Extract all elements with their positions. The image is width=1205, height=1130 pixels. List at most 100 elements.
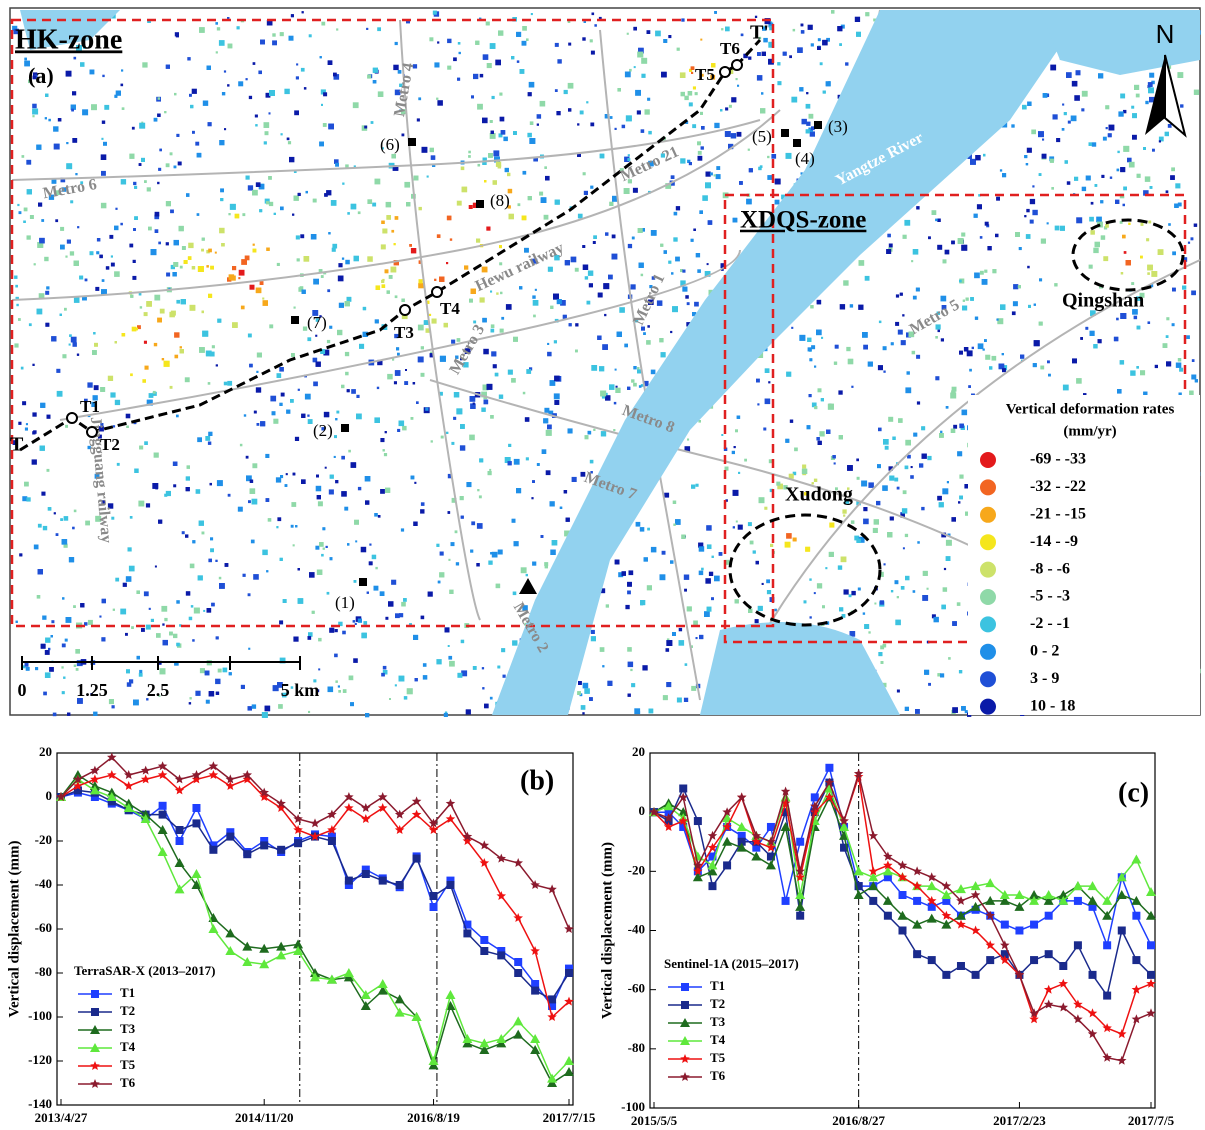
deformation-pixel: [272, 40, 277, 45]
deformation-pixel: [208, 432, 212, 436]
deformation-pixel: [1159, 140, 1161, 142]
deformation-pixel: [921, 507, 924, 510]
marker: [796, 912, 804, 920]
deformation-pixel: [737, 132, 742, 137]
deformation-pixel: [903, 490, 907, 494]
deformation-pixel: [162, 623, 164, 625]
deformation-pixel: [839, 43, 842, 46]
marker: [796, 838, 804, 846]
marker: [344, 968, 354, 977]
deformation-pixel: [239, 270, 245, 276]
deformation-pixel: [73, 605, 76, 608]
deformation-pixel: [532, 562, 536, 566]
marker: [396, 881, 404, 889]
deformation-pixel: [1146, 238, 1149, 241]
marker: [825, 764, 833, 772]
deformation-pixel: [1137, 326, 1141, 330]
deformation-pixel: [838, 565, 842, 569]
marker: [226, 781, 236, 790]
deformation-pixel: [641, 58, 647, 64]
deformation-pixel: [99, 616, 101, 618]
marker: [1059, 979, 1069, 988]
deformation-pixel: [1002, 173, 1006, 177]
deformation-pixel: [903, 235, 907, 239]
deformation-pixel: [294, 307, 296, 309]
deformation-pixel: [1090, 230, 1095, 235]
deformation-pixel: [95, 287, 99, 291]
deformation-pixel: [192, 89, 197, 94]
legend-label: -69 - -33: [1030, 451, 1086, 468]
deformation-pixel: [449, 661, 455, 667]
deformation-pixel: [1180, 104, 1183, 107]
y-axis-label: Vertical displacement (mm): [6, 841, 22, 1018]
deformation-pixel: [632, 237, 635, 240]
deformation-pixel: [513, 592, 517, 596]
deformation-pixel: [586, 101, 588, 103]
deformation-pixel: [590, 460, 594, 464]
deformation-pixel: [433, 11, 437, 15]
deformation-pixel: [1098, 339, 1102, 343]
marker: [912, 920, 922, 929]
deformation-pixel: [188, 256, 192, 260]
deformation-pixel: [173, 484, 176, 487]
deformation-pixel: [296, 63, 298, 65]
legend-label: T5: [710, 1050, 726, 1065]
deformation-pixel: [414, 482, 416, 484]
deformation-pixel: [1026, 209, 1029, 212]
deformation-pixel: [758, 606, 763, 611]
deformation-pixel: [353, 620, 356, 623]
marker: [124, 781, 134, 790]
deformation-pixel: [102, 599, 106, 603]
deformation-pixel: [737, 85, 739, 87]
marker: [242, 957, 252, 966]
deformation-pixel: [366, 28, 368, 30]
deformation-pixel: [176, 643, 179, 646]
deformation-pixel: [1131, 106, 1134, 109]
deformation-pixel: [691, 72, 693, 74]
deformation-pixel: [735, 599, 739, 603]
deformation-pixel: [1030, 199, 1035, 204]
deformation-pixel: [777, 81, 781, 85]
deformation-pixel: [560, 507, 562, 509]
deformation-pixel: [636, 522, 641, 527]
deformation-pixel: [232, 322, 238, 328]
deformation-pixel: [423, 663, 427, 667]
deformation-pixel: [38, 203, 42, 207]
deformation-pixel: [284, 89, 289, 94]
deformation-pixel: [224, 70, 226, 72]
deformation-pixel: [546, 430, 552, 436]
deformation-pixel: [470, 550, 473, 553]
deformation-pixel: [252, 704, 256, 708]
deformation-pixel: [793, 29, 796, 32]
deformation-pixel: [505, 168, 509, 172]
deformation-pixel: [680, 158, 685, 163]
deformation-pixel: [417, 118, 420, 121]
deformation-pixel: [987, 246, 991, 250]
deformation-pixel: [496, 162, 501, 167]
deformation-pixel: [555, 43, 559, 47]
deformation-pixel: [528, 92, 532, 96]
deformation-pixel: [389, 275, 393, 279]
deformation-pixel: [490, 697, 493, 700]
deformation-pixel: [371, 121, 374, 124]
deformation-pixel: [424, 320, 429, 325]
deformation-pixel: [942, 488, 948, 494]
marker: [159, 811, 167, 819]
deformation-pixel: [101, 203, 107, 209]
x-tick-label: 2013/4/27: [35, 1110, 88, 1125]
deformation-pixel: [399, 421, 405, 427]
deformation-pixel: [614, 402, 617, 405]
deformation-pixel: [121, 84, 124, 87]
deformation-pixel: [739, 181, 743, 185]
deformation-pixel: [673, 237, 677, 241]
deformation-pixel: [391, 267, 397, 273]
deformation-pixel: [219, 40, 225, 46]
deformation-pixel: [399, 613, 403, 617]
marker: [310, 818, 320, 827]
deformation-pixel: [490, 120, 493, 123]
deformation-pixel: [308, 711, 310, 713]
deformation-pixel: [489, 469, 491, 471]
deformation-pixel: [166, 242, 169, 245]
deformation-pixel: [647, 528, 650, 531]
deformation-pixel: [120, 609, 126, 615]
